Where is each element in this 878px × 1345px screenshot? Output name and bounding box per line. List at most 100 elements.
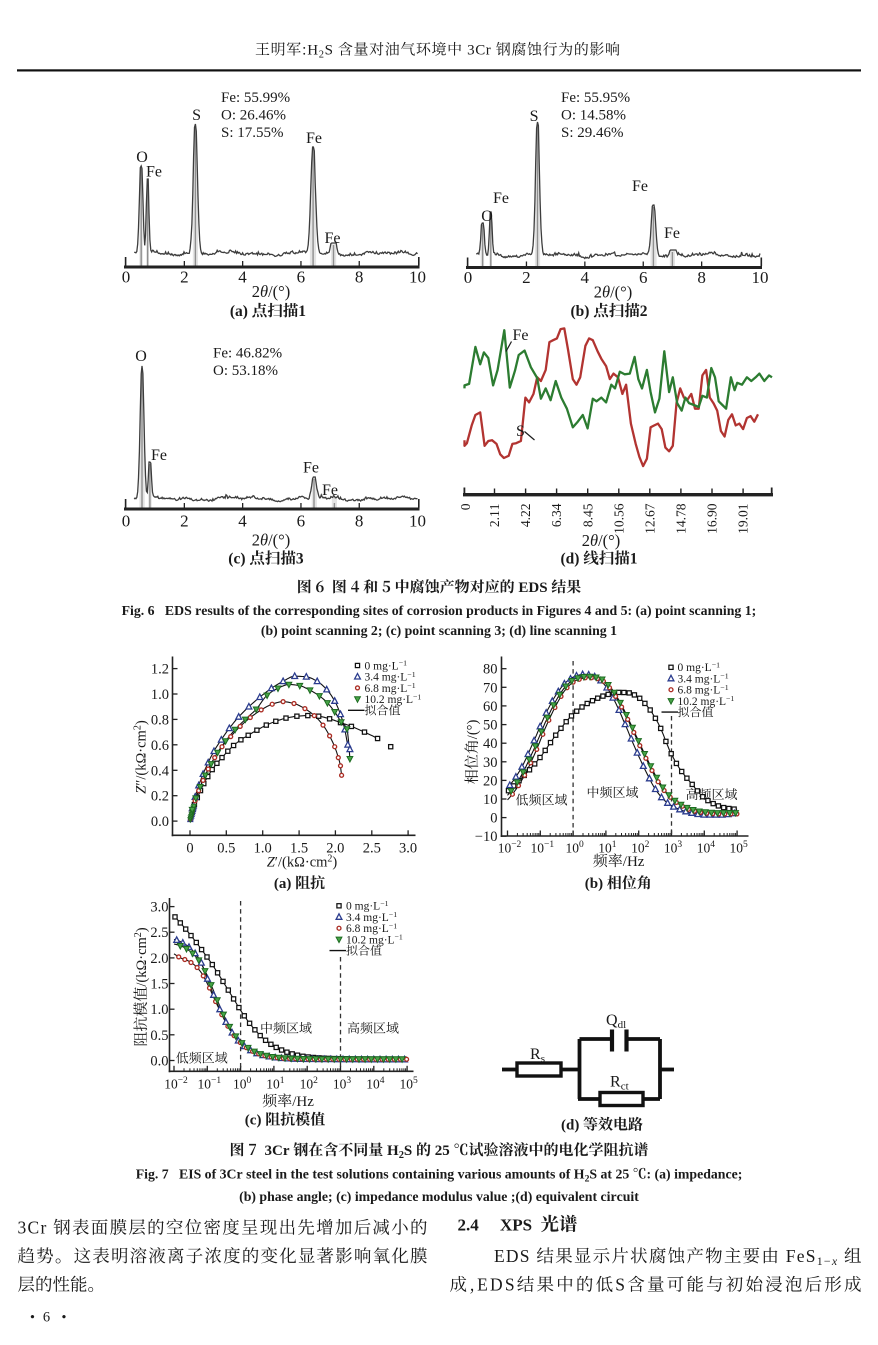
svg-text:−1: −1 (544, 840, 554, 850)
svg-text:−1: −1 (720, 672, 728, 681)
svg-text:0: 0 (247, 1076, 252, 1086)
svg-text:/(k: /(k (134, 970, 150, 987)
svg-text:(a): (a) (230, 303, 248, 320)
svg-text:S: S (192, 107, 201, 124)
svg-text:Fe: Fe (146, 164, 162, 181)
svg-text:6: 6 (639, 268, 648, 287)
svg-text:4: 4 (581, 268, 590, 287)
svg-text:2: 2 (582, 531, 590, 550)
svg-text:dl: dl (618, 1019, 627, 1031)
svg-text:O: 14.58%: O: 14.58% (561, 108, 626, 124)
svg-text:2: 2 (133, 725, 144, 730)
svg-text:3: 3 (296, 551, 304, 568)
svg-text:O: 26.46%: O: 26.46% (221, 108, 286, 124)
svg-text:1.0: 1.0 (254, 841, 272, 857)
svg-text:·cm: ·cm (305, 855, 328, 871)
svg-text:10: 10 (400, 1077, 414, 1092)
svg-text:: (a) impedance;: : (a) impedance; (647, 1167, 743, 1183)
svg-text:14.78: 14.78 (674, 503, 689, 534)
svg-text:/(°): /(°) (268, 531, 290, 550)
svg-text:/(k: /(k (278, 855, 295, 871)
svg-text:1: 1 (298, 303, 306, 320)
svg-text:/(°): /(°) (268, 282, 290, 301)
svg-text:10: 10 (531, 841, 545, 856)
svg-text:O: O (136, 149, 148, 166)
svg-text:0: 0 (579, 840, 584, 850)
svg-text:0: 0 (122, 512, 131, 531)
svg-text:3.4 mg·L: 3.4 mg·L (678, 673, 721, 685)
svg-text:10: 10 (198, 1077, 212, 1092)
svg-text:5: 5 (413, 1076, 418, 1086)
svg-text:S: S (325, 43, 333, 59)
svg-text:/(°): /(°) (598, 531, 620, 550)
svg-text:S: S (806, 1246, 816, 1266)
svg-text:10: 10 (164, 1077, 178, 1092)
svg-text:(b): (b) (571, 303, 590, 320)
svg-text:10: 10 (498, 841, 512, 856)
svg-text:2: 2 (640, 303, 648, 320)
svg-text:2: 2 (319, 50, 324, 61)
svg-text:−2: −2 (511, 840, 521, 850)
svg-text:19.01: 19.01 (736, 504, 751, 534)
svg-text:10: 10 (483, 792, 498, 808)
svg-text:0.8: 0.8 (151, 712, 169, 728)
svg-text:2: 2 (585, 1173, 590, 1184)
svg-text:5: 5 (743, 840, 748, 850)
svg-text:10: 10 (266, 1077, 280, 1092)
svg-text:θ: θ (260, 531, 268, 550)
svg-text:D: D (506, 1246, 519, 1266)
svg-text:10: 10 (333, 1077, 347, 1092)
svg-text:r: r (486, 43, 491, 59)
svg-text:3: 3 (18, 1218, 27, 1238)
svg-text:Fe: Fe (632, 178, 648, 195)
svg-text:2.0: 2.0 (326, 841, 344, 857)
svg-text:6.8 mg·L: 6.8 mg·L (678, 685, 721, 697)
svg-text:2: 2 (594, 283, 602, 302)
svg-text:10: 10 (697, 841, 711, 856)
svg-text:Fe: 55.95%: Fe: 55.95% (561, 90, 630, 106)
svg-text:−1: −1 (720, 683, 728, 692)
svg-text:1.0: 1.0 (151, 687, 169, 703)
svg-text:10: 10 (730, 841, 744, 856)
svg-text:3: 3 (677, 840, 682, 850)
svg-text:/Hz: /Hz (292, 1094, 314, 1110)
svg-text:2.4: 2.4 (458, 1216, 480, 1235)
svg-text:0.5: 0.5 (217, 841, 235, 857)
svg-text:e: e (797, 1246, 805, 1266)
svg-text:25: 25 (435, 1143, 450, 1159)
svg-text:0.0: 0.0 (150, 1054, 168, 1070)
svg-text:70: 70 (483, 680, 498, 696)
svg-text:3.4 mg·L: 3.4 mg·L (365, 672, 408, 684)
svg-text:O: O (481, 208, 493, 225)
svg-text:): ) (134, 927, 150, 932)
svg-text:Ω: Ω (294, 855, 305, 871)
svg-text:−1: −1 (211, 1076, 221, 1086)
svg-text:r: r (41, 1218, 47, 1238)
svg-text:S: S (516, 423, 525, 440)
svg-text:Fe: Fe (664, 225, 680, 242)
svg-text:−1: −1 (389, 910, 397, 919)
svg-text:C: C (475, 43, 485, 59)
svg-text:S: S (615, 1275, 625, 1295)
svg-text:′: ′ (275, 855, 278, 871)
svg-text:8: 8 (697, 268, 706, 287)
svg-text:2: 2 (133, 932, 144, 937)
svg-text:O: O (135, 348, 147, 365)
svg-text:6.34: 6.34 (549, 503, 564, 527)
svg-text:1: 1 (280, 1076, 285, 1086)
svg-text:10.2 mg·L: 10.2 mg·L (678, 696, 727, 708)
svg-text:−: − (824, 1254, 831, 1268)
svg-text:16.90: 16.90 (705, 503, 720, 534)
svg-text:10: 10 (664, 841, 678, 856)
svg-text:S: S (505, 1275, 515, 1295)
svg-text:10.2 mg·L: 10.2 mg·L (346, 934, 395, 946)
svg-text:8: 8 (355, 268, 364, 287)
svg-text:−1: −1 (726, 694, 734, 703)
svg-text:−1: −1 (413, 692, 421, 701)
svg-text:0 mg·L: 0 mg·L (678, 662, 712, 674)
svg-text:10: 10 (366, 1077, 380, 1092)
svg-text:/Hz: /Hz (623, 854, 645, 870)
svg-text:0: 0 (464, 268, 473, 287)
svg-text:60: 60 (483, 699, 498, 715)
svg-text:0 mg·L: 0 mg·L (365, 660, 399, 672)
